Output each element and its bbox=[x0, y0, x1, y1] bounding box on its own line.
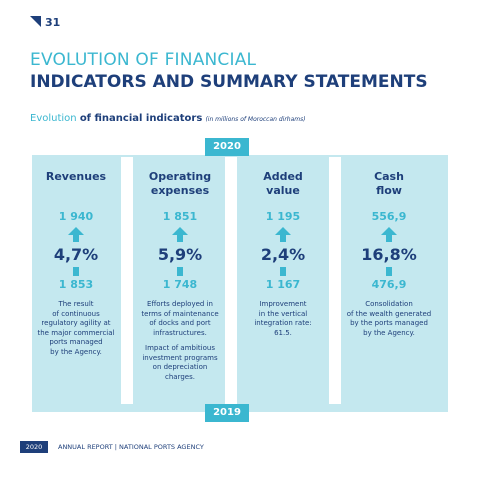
arrow-shaft bbox=[280, 235, 286, 242]
description-line: charges. bbox=[165, 372, 195, 381]
description-line: of continuous bbox=[52, 309, 100, 318]
description-line: of docks and port bbox=[149, 319, 211, 327]
description: Consolidation of the wealth generated by t… bbox=[341, 300, 437, 338]
description-line: on depreciation bbox=[152, 363, 208, 371]
description-line: in the vertical bbox=[258, 309, 308, 318]
indicator-column: Cash flow 556,9 16,8% 476,9 Consolidation of t… bbox=[341, 170, 437, 338]
description-line: by the Agency. bbox=[363, 328, 415, 337]
change: 4,7% bbox=[53, 245, 99, 264]
description-line: ports managed bbox=[49, 338, 103, 346]
bar-stub bbox=[280, 267, 286, 276]
description-line: by the ports managed bbox=[350, 319, 428, 327]
description-line: Consolidation bbox=[365, 300, 413, 308]
separator bbox=[225, 157, 237, 404]
header-line: Operating bbox=[148, 170, 212, 183]
description: The result of continuous regulatory agilit… bbox=[28, 300, 124, 357]
separator bbox=[121, 157, 133, 404]
indicator-column: Added value 1 195 2,4% 1 167 Improvement in th… bbox=[235, 170, 331, 338]
column-header: Cash flow bbox=[341, 170, 437, 200]
bar-stub bbox=[177, 267, 183, 276]
subtitle-bold: of financial indicators bbox=[79, 113, 203, 124]
up-arrow bbox=[381, 227, 397, 235]
description-line: investment programs bbox=[142, 353, 218, 362]
value-2019: 476,9 bbox=[371, 278, 407, 291]
value-2019: 1 167 bbox=[265, 278, 301, 291]
description-line: terms of maintenance bbox=[141, 309, 219, 318]
subtitle: Evolution of financial indicators (in mi… bbox=[30, 113, 306, 124]
description-line: by the Agency. bbox=[50, 347, 102, 356]
up-arrow bbox=[172, 227, 188, 235]
description-line: Improvement bbox=[259, 300, 307, 308]
header-line: Revenues bbox=[45, 170, 107, 183]
footer-label: ANNUAL REPORT | NATIONAL PORTS AGENCY bbox=[58, 443, 204, 451]
indicator-column: Revenues 1 940 4,7% 1 853 The result of conti… bbox=[28, 170, 124, 357]
description: Impact of ambitious investment programs on… bbox=[132, 344, 228, 382]
description-line: Impact of ambitious bbox=[145, 344, 215, 352]
bar-stub bbox=[386, 267, 392, 276]
year-badge: 2020 bbox=[205, 138, 249, 156]
description-line: infrastructures. bbox=[153, 328, 207, 337]
value-2020: 556,9 bbox=[371, 210, 407, 223]
column-header: Revenues bbox=[28, 170, 124, 200]
change: 5,9% bbox=[157, 245, 203, 264]
header-line: expenses bbox=[150, 184, 210, 197]
separator bbox=[329, 157, 341, 404]
value-2020: 1 851 bbox=[162, 210, 198, 223]
up-arrow bbox=[275, 227, 291, 235]
description: Efforts deployed in terms of maintenance o… bbox=[132, 300, 228, 338]
description-line: integration rate: bbox=[254, 319, 312, 327]
arrow-shaft bbox=[73, 235, 79, 242]
title-line: INDICATORS AND SUMMARY STATEMENTS bbox=[30, 72, 428, 92]
year-badge: 2019 bbox=[205, 404, 249, 422]
subtitle-lead: Evolution bbox=[30, 113, 80, 124]
description-line: regulatory agility at bbox=[41, 319, 111, 327]
page-number: 31 bbox=[45, 16, 61, 29]
description-line: Efforts deployed in bbox=[147, 300, 213, 308]
header-line: Added bbox=[263, 170, 303, 183]
description-line: of the wealth generated bbox=[346, 309, 432, 318]
arrow-shaft bbox=[386, 235, 392, 242]
arrow-shaft bbox=[177, 235, 183, 242]
change: 2,4% bbox=[260, 245, 306, 264]
description: Improvement in the vertical integration ra… bbox=[235, 300, 331, 338]
value-2019: 1 748 bbox=[162, 278, 198, 291]
footer-year: 2020 bbox=[20, 441, 48, 453]
panel bbox=[32, 155, 448, 412]
bar-stub bbox=[73, 267, 79, 276]
header-line: value bbox=[266, 184, 300, 197]
indicator-column: Operating expenses 1 851 5,9% 1 748 Efforts d… bbox=[132, 170, 228, 382]
description-line: the major commercial bbox=[37, 328, 115, 337]
description-line: 61.5. bbox=[274, 328, 292, 337]
up-arrow bbox=[68, 227, 84, 235]
header-line: Cash bbox=[374, 170, 404, 183]
value-2019: 1 853 bbox=[58, 278, 94, 291]
subtitle-note: (in millions of Moroccan dirhams) bbox=[205, 116, 306, 123]
column-header: Operating expenses bbox=[132, 170, 228, 200]
title-line: EVOLUTION OF FINANCIAL bbox=[30, 50, 257, 70]
column-header: Added value bbox=[235, 170, 331, 200]
change: 16,8% bbox=[361, 245, 417, 264]
header-line: flow bbox=[376, 184, 402, 197]
description-line: The result bbox=[58, 300, 94, 308]
value-2020: 1 940 bbox=[58, 210, 94, 223]
page-marker bbox=[30, 16, 41, 27]
value-2020: 1 195 bbox=[265, 210, 301, 223]
